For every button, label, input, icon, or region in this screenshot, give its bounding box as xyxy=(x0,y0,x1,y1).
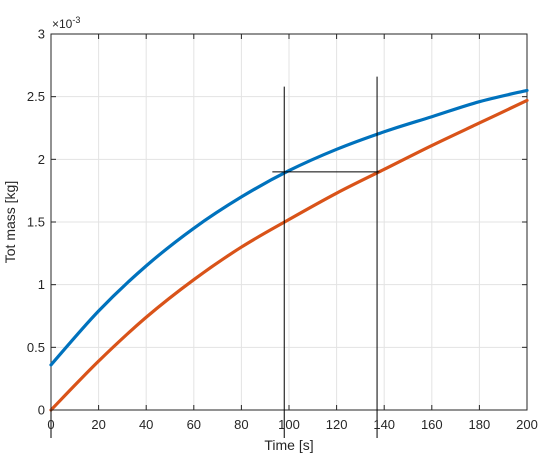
x-tick-label: 40 xyxy=(139,417,153,432)
y-tick-label: 0.5 xyxy=(27,340,45,355)
x-axis-ticks: 0 20 40 60 80 100 120 140 160 180 200 xyxy=(47,34,538,432)
y-tick-label: 1 xyxy=(38,277,45,292)
x-tick-label: 0 xyxy=(47,417,54,432)
x-tick-label: 100 xyxy=(278,417,300,432)
y-tick-label: 3 xyxy=(38,27,45,42)
y-axis-exponent-power: -3 xyxy=(72,15,80,25)
y-tick-label: 1.5 xyxy=(27,215,45,230)
x-tick-label: 140 xyxy=(373,417,395,432)
x-tick-label: 120 xyxy=(326,417,348,432)
x-tick-label: 60 xyxy=(187,417,201,432)
x-axis-label: Time [s] xyxy=(264,437,313,453)
y-tick-label: 2 xyxy=(38,152,45,167)
x-tick-label: 200 xyxy=(516,417,538,432)
grid xyxy=(50,33,528,411)
y-axis-ticks: 0 0.5 1 1.5 2 2.5 3 xyxy=(27,27,527,418)
series-line-1 xyxy=(49,88,529,367)
y-axis-label: Tot mass [kg] xyxy=(2,181,18,263)
y-tick-label: 0 xyxy=(38,403,45,418)
y-tick-label: 2.5 xyxy=(27,89,45,104)
series-line-2 xyxy=(49,98,529,412)
x-tick-label: 20 xyxy=(91,417,105,432)
x-tick-label: 180 xyxy=(469,417,491,432)
series-layer xyxy=(49,88,529,412)
x-tick-label: 160 xyxy=(421,417,443,432)
y-axis-exponent: ×10-3 xyxy=(52,15,80,31)
annotation-layer xyxy=(50,76,380,438)
x-tick-label: 80 xyxy=(234,417,248,432)
y-axis-exponent-base: ×10 xyxy=(52,17,73,31)
